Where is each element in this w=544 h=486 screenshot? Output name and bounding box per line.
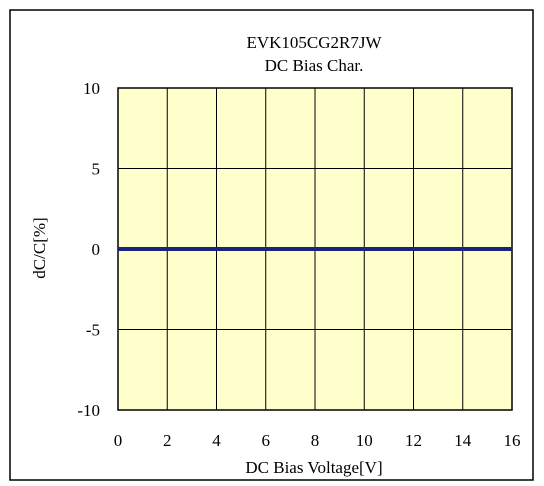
x-tick-label: 2 bbox=[163, 431, 172, 450]
y-tick-labels: 10 5 0 -5 -10 bbox=[77, 79, 100, 420]
y-axis-label: dC/C[%] bbox=[30, 217, 49, 278]
y-tick-label: 10 bbox=[83, 79, 100, 98]
x-tick-label: 14 bbox=[454, 431, 472, 450]
y-tick-label: -10 bbox=[77, 401, 100, 420]
x-tick-label: 4 bbox=[212, 431, 221, 450]
chart-subtitle: DC Bias Char. bbox=[265, 56, 364, 75]
y-tick-label: 5 bbox=[92, 160, 101, 179]
x-tick-label: 12 bbox=[405, 431, 422, 450]
y-tick-label: -5 bbox=[86, 321, 100, 340]
x-tick-label: 8 bbox=[311, 431, 320, 450]
x-tick-label: 6 bbox=[262, 431, 271, 450]
x-tick-label: 0 bbox=[114, 431, 123, 450]
y-tick-label: 0 bbox=[92, 240, 101, 259]
x-axis-label: DC Bias Voltage[V] bbox=[245, 458, 382, 477]
chart-title: EVK105CG2R7JW bbox=[246, 33, 382, 52]
x-tick-labels: 0 2 4 6 8 10 12 14 16 bbox=[114, 431, 521, 450]
x-tick-label: 16 bbox=[504, 431, 521, 450]
x-tick-label: 10 bbox=[356, 431, 373, 450]
